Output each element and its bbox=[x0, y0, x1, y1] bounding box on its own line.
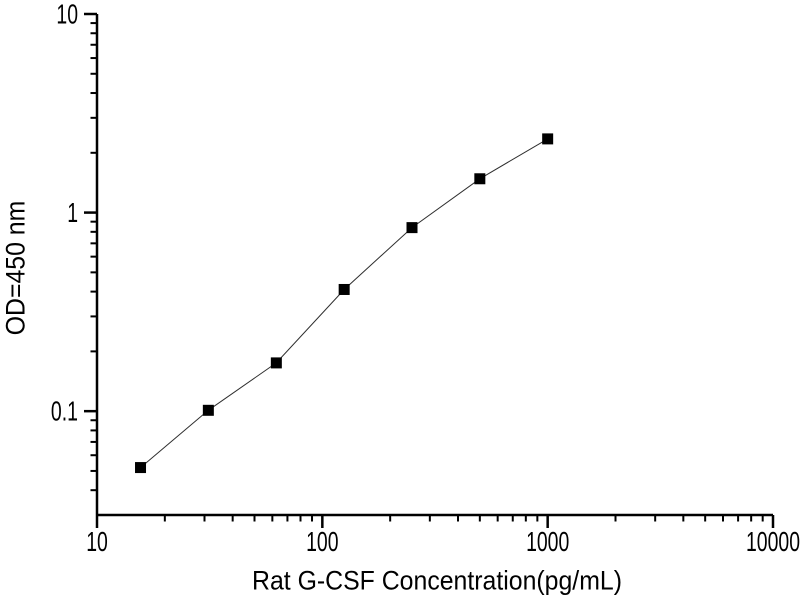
data-point-marker bbox=[542, 133, 554, 145]
data-point-marker bbox=[135, 462, 147, 474]
x-tick-label: 100 bbox=[306, 526, 338, 557]
data-point-marker bbox=[338, 283, 350, 295]
y-tick-label: 0.1 bbox=[51, 396, 78, 427]
data-point-marker bbox=[406, 222, 418, 234]
y-tick-label: 10 bbox=[56, 0, 78, 30]
x-tick-label: 1000 bbox=[526, 526, 569, 557]
x-tick-label: 10000 bbox=[746, 526, 800, 557]
data-point-marker bbox=[270, 357, 282, 369]
y-tick-label: 1 bbox=[67, 197, 78, 228]
data-point-marker bbox=[202, 404, 214, 416]
data-point-marker bbox=[474, 173, 486, 185]
x-axis-title: Rat G-CSF Concentration(pg/mL) bbox=[252, 565, 622, 596]
data-line bbox=[140, 138, 548, 468]
x-tick-label: 10 bbox=[86, 526, 108, 557]
y-axis-title: OD=450 nm bbox=[0, 200, 31, 336]
